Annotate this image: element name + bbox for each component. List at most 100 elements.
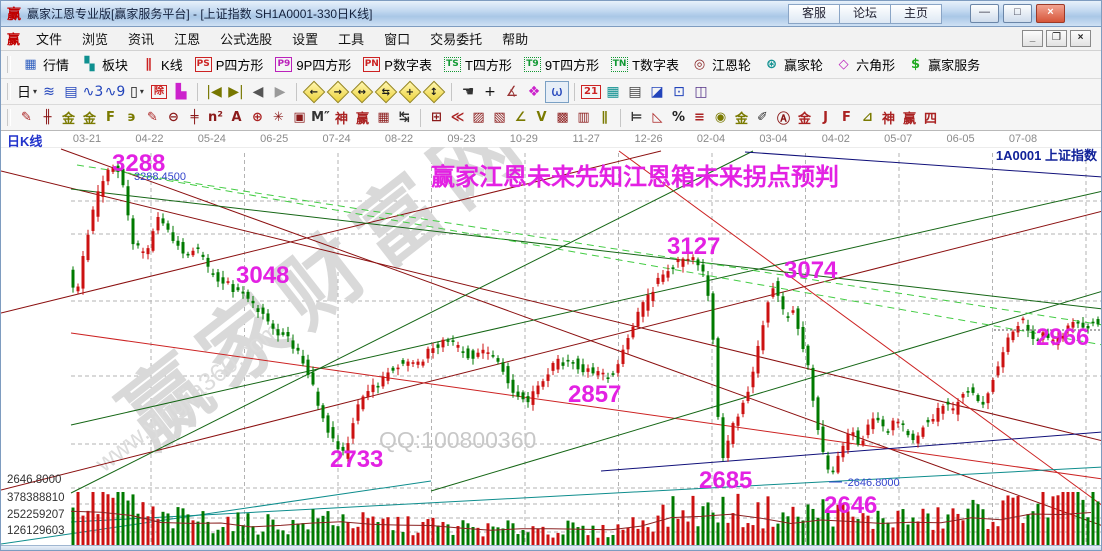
toolbar-button-wave-tool[interactable]: ω (545, 80, 569, 103)
toolbar-button-last-page[interactable]: ▶| (225, 82, 247, 102)
menu-item-7[interactable]: 工具 (338, 32, 365, 47)
toolbar-button-tide-chart[interactable]: ≋ (38, 82, 60, 102)
toolbar-item-gann-wheel[interactable]: ◎ 江恩轮 (685, 55, 757, 74)
toolbar-item-9t-square[interactable]: T9 9T四方形 (518, 55, 605, 74)
toolbar-button-fan-box[interactable]: ▨ (472, 110, 485, 125)
menu-item-10[interactable]: 帮助 (502, 32, 529, 47)
toolbar-item-p-square[interactable]: PS P四方形 (189, 55, 270, 74)
toolbar-item-winner-wheel[interactable]: ⊛ 赢家轮 (757, 55, 829, 74)
close-button[interactable]: × (1036, 4, 1065, 23)
customer-service-button[interactable]: 客服 (787, 3, 839, 24)
toolbar-button-angle-fan[interactable]: ∠ (514, 110, 527, 125)
toolbar-button-f-grid[interactable]: F (106, 110, 115, 125)
toolbar-item-winner-service[interactable]: $ 赢家服务 (901, 55, 986, 74)
toolbar-button-a-ruler[interactable]: A (231, 110, 242, 125)
toolbar-button-gold-grid-1[interactable]: 金 (61, 112, 75, 127)
homepage-button[interactable]: 主页 (889, 3, 942, 24)
toolbar-button-v-pattern[interactable]: V (536, 110, 547, 125)
toolbar-button-bars-grid-2[interactable]: ╪ (190, 110, 199, 125)
toolbar-button-star-target[interactable]: ✳ (273, 110, 284, 125)
toolbar-button-box-grid[interactable]: ⊞ (431, 110, 442, 125)
toolbar-button-gold-line[interactable]: 金 (734, 112, 748, 127)
mdi-restore-button[interactable]: ❐ (1046, 30, 1067, 47)
toolbar-button-n-squared[interactable]: n² (208, 110, 223, 125)
toolbar-button-shen-angle[interactable]: 神 (881, 112, 895, 127)
toolbar-button-zoom-out-all[interactable]: + (398, 80, 422, 103)
mdi-close-button[interactable]: × (1070, 30, 1091, 47)
toolbar-button-j-angle[interactable]: J (823, 110, 828, 125)
toolbar-button-next-page[interactable]: ▶ (269, 82, 291, 102)
menu-item-3[interactable]: 资讯 (128, 32, 155, 47)
toolbar-button-shen-grid[interactable]: 神 (334, 112, 348, 127)
toolbar-button-measure-pen[interactable]: ✐ (757, 110, 768, 125)
menu-item-8[interactable]: 窗口 (384, 32, 411, 47)
toolbar-button-gann-flower-tool[interactable]: ❖ (523, 82, 545, 102)
toolbar-button-zoom-in-all[interactable]: ↕ (422, 80, 446, 103)
toolbar-item-quotes[interactable]: ▦ 行情 (16, 55, 75, 74)
menu-item-6[interactable]: 设置 (292, 32, 319, 47)
toolbar-button-circle-target[interactable]: ⊕ (252, 110, 263, 125)
menu-item-5[interactable]: 公式选股 (220, 32, 273, 47)
toolbar-button-web-box[interactable]: ▧ (493, 110, 506, 125)
toolbar-button-pen-tool[interactable]: ✎ (21, 110, 32, 125)
toolbar-button-ratio-tool[interactable]: ⊨ (630, 110, 643, 125)
toolbar-button-bars-grid[interactable]: ╫ (43, 110, 52, 125)
toolbar-button-save[interactable]: ◪ (646, 82, 668, 102)
toolbar-item-9p-square[interactable]: P9 9P四方形 (269, 55, 357, 74)
toolbar-button-first-page[interactable]: |◀ (203, 82, 225, 102)
toolbar-button-line-grid[interactable]: ▥ (577, 110, 590, 125)
toolbar-button-hand-tool[interactable]: ☚ (457, 82, 479, 102)
toolbar-item-t-number-table[interactable]: TN T数字表 (605, 55, 685, 74)
toolbar-button-calendar[interactable]: 21 (580, 82, 602, 102)
toolbar-button-ying-grid[interactable]: 赢 (355, 112, 369, 127)
toolbar-button-copy-screen[interactable]: ⊡ (668, 82, 690, 102)
toolbar-item-kline[interactable]: ∥ K线 (134, 55, 189, 74)
toolbar-button-ying-angle[interactable]: 赢 (902, 112, 916, 127)
toolbar-button-circle-3[interactable]: ⊖ (168, 110, 179, 125)
toolbar-button-square-target[interactable]: ▣ (293, 110, 306, 125)
restore-button[interactable]: □ (1003, 4, 1032, 23)
toolbar-button-span-arrows[interactable]: ↹ (399, 110, 410, 125)
menu-item-9[interactable]: 交易委托 (430, 32, 483, 47)
toolbar-button-angle-tool[interactable]: ∡ (501, 82, 523, 102)
toolbar-button-intraday-9[interactable]: ∿9 (104, 82, 126, 102)
menu-item-4[interactable]: 江恩 (174, 32, 201, 47)
toolbar-button-delta-angle[interactable]: ⊿ (862, 110, 873, 125)
toolbar-button-calculator[interactable]: ▦ (602, 82, 624, 102)
toolbar-item-sectors[interactable]: ▚ 板块 (75, 55, 134, 74)
toolbar-button-percent-lines[interactable]: ≡ (694, 110, 705, 125)
mdi-minimize-button[interactable]: _ (1022, 30, 1043, 47)
toolbar-button-pen-tool-2[interactable]: ✎ (147, 110, 158, 125)
toolbar-button-memo[interactable]: ▤ (624, 82, 646, 102)
toolbar-button-dense-grid[interactable]: ▦ (377, 110, 390, 125)
toolbar-button-candle-style[interactable]: ▯ ▾ (126, 82, 148, 102)
toolbar-button-ex-rights[interactable]: 除 (148, 82, 170, 102)
forum-button[interactable]: 论坛 (838, 3, 890, 24)
toolbar-button-m-marks[interactable]: M″ (311, 110, 330, 125)
toolbar-button-sync-data[interactable]: ◫ (690, 82, 712, 102)
toolbar-button-kline-period[interactable]: 日 ▾ (16, 82, 38, 102)
toolbar-button-zoom-in-h[interactable]: ⇆ (374, 80, 398, 103)
toolbar-item-p-number-table[interactable]: PN P数字表 (357, 55, 438, 74)
toolbar-button-zoom-out-h[interactable]: ↔ (350, 80, 374, 103)
toolbar-button-color-chart[interactable]: ▙ (170, 82, 192, 102)
toolbar-button-info-doc[interactable]: ▤ (60, 82, 82, 102)
toolbar-button-intraday-3[interactable]: ∿3 (82, 82, 104, 102)
toolbar-button-percent-tool[interactable]: % (671, 110, 686, 125)
toolbar-button-prev-page[interactable]: ◀ (247, 82, 269, 102)
toolbar-button-a-wave[interactable]: Ⓐ (776, 112, 790, 127)
toolbar-button-gold-circle[interactable]: ◉ (714, 110, 727, 125)
toolbar-item-t-square[interactable]: TS T四方形 (438, 55, 518, 74)
toolbar-button-spiral-5[interactable]: ϶ (127, 110, 136, 125)
menu-item-2[interactable]: 浏览 (82, 32, 109, 47)
toolbar-button-fan-lines[interactable]: ≪ (450, 110, 465, 125)
minimize-button[interactable]: — (970, 4, 999, 23)
toolbar-button-gold-angle[interactable]: 金 (797, 112, 811, 127)
toolbar-button-parallel-lines[interactable]: ∥ (601, 110, 608, 125)
toolbar-button-f-angle[interactable]: F (842, 110, 851, 125)
toolbar-button-shift-left[interactable]: ← (302, 80, 326, 103)
toolbar-button-gold-grid-2[interactable]: 金 (82, 112, 96, 127)
toolbar-item-hexagon[interactable]: ◇ 六角形 (829, 55, 901, 74)
toolbar-button-four-angle[interactable]: 四 (923, 112, 937, 127)
